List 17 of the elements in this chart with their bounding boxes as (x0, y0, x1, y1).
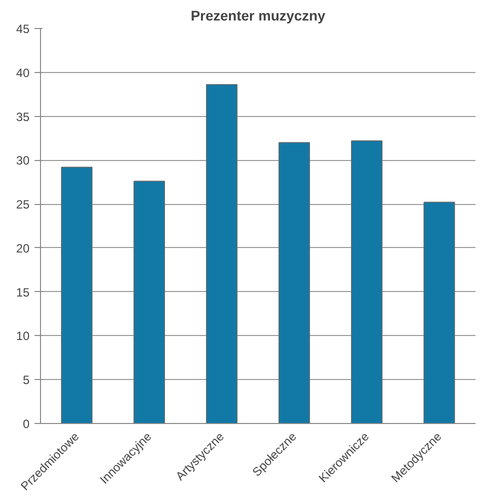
y-tick-label: 30 (16, 154, 30, 168)
bar (134, 180, 165, 424)
bar (61, 166, 92, 424)
bar (424, 202, 455, 424)
y-tick-label: 10 (16, 329, 30, 344)
bar (278, 142, 310, 424)
y-tick-label: 20 (16, 241, 30, 256)
y-tick-label: 40 (16, 66, 30, 80)
y-tick-label: 25 (16, 198, 30, 212)
y-tick-label: 35 (16, 110, 30, 124)
y-tick-label: 15 (16, 285, 30, 300)
chart-title: Prezenter muzyczny (190, 8, 326, 24)
y-tick-label: 5 (22, 373, 30, 388)
y-tick-label: 0 (22, 417, 30, 431)
bar (351, 140, 382, 424)
y-tick-label: 45 (16, 22, 30, 36)
bar (206, 84, 238, 424)
